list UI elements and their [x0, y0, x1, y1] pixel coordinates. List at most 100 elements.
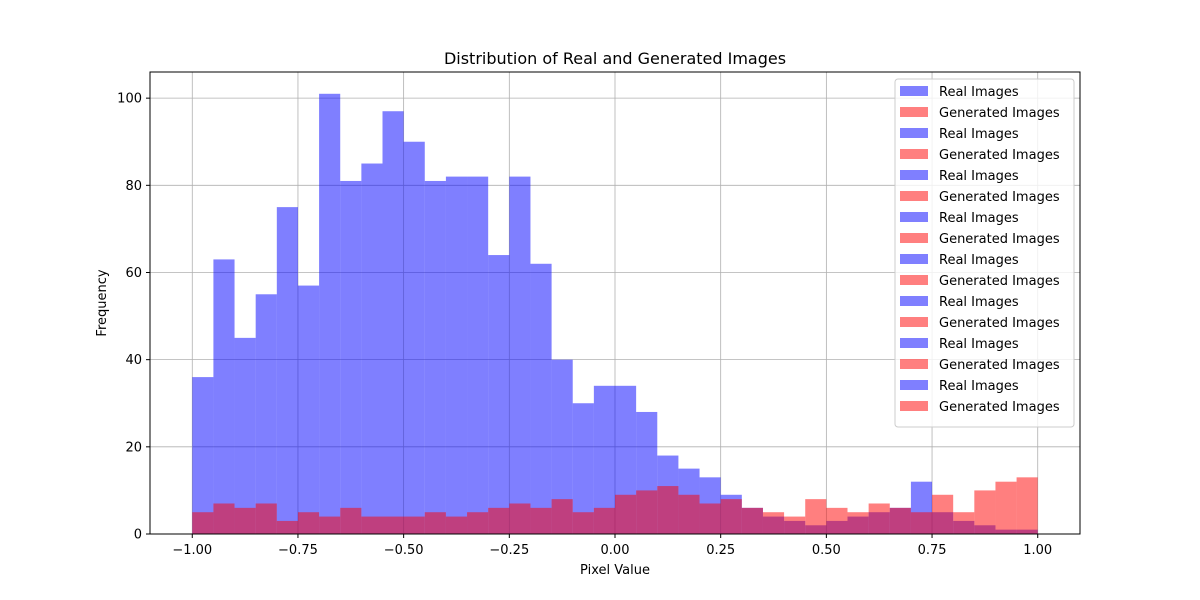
real-images-bar-7: [340, 180, 362, 534]
generated-images-bar-30: [826, 507, 848, 534]
legend-label-14: Real Images: [939, 379, 1019, 394]
generated-images-bar-11: [424, 512, 446, 534]
legend-swatch-0: [900, 86, 928, 96]
generated-images-bar-36: [953, 512, 975, 534]
x-tick-label-1: −0.75: [278, 543, 318, 558]
x-axis-ticks: −1.00 −0.75 −0.50 −0.25 0.00 0.25 0.50 0.75 1.00: [172, 534, 1052, 558]
legend-swatch-15: [900, 401, 928, 411]
y-axis-label: Frequency: [95, 269, 110, 336]
generated-images-bar-24: [699, 503, 721, 534]
legend-swatch-6: [900, 212, 928, 222]
legend-box: [894, 78, 1075, 428]
legend-label-8: Real Images: [939, 253, 1019, 268]
generated-images-bar-17: [551, 499, 573, 534]
y-tick-label-5: 100: [117, 92, 142, 107]
real-images-bar-4: [276, 207, 298, 534]
generated-images-bar-16: [530, 507, 552, 534]
legend-swatch-5: [900, 191, 928, 201]
generated-images-bar-38: [995, 481, 1017, 534]
legend-label-9: Generated Images: [939, 274, 1060, 289]
legend-label-2: Real Images: [939, 127, 1019, 142]
generated-images-bar-8: [361, 516, 383, 534]
y-axis-ticks: 0 20 40 60 80 100: [117, 92, 150, 543]
generated-images-bar-21: [636, 490, 658, 534]
x-tick-label-8: 1.00: [1023, 543, 1052, 558]
legend-swatch-7: [900, 233, 928, 243]
generated-images-bar-29: [805, 499, 827, 534]
generated-images-bar-19: [593, 507, 615, 534]
real-images-bar-2: [234, 337, 256, 534]
real-images-bar-5: [297, 285, 320, 534]
generated-images-bar-33: [889, 507, 911, 534]
generated-images-bar-4: [276, 520, 298, 534]
legend-swatch-13: [900, 359, 928, 369]
legend-label-15: Generated Images: [939, 400, 1060, 415]
generated-images-bar-7: [340, 507, 362, 534]
legend-label-11: Generated Images: [939, 316, 1060, 331]
legend-swatch-9: [900, 275, 928, 285]
generated-images-bar-28: [784, 516, 806, 534]
bars-layer: [192, 93, 1038, 535]
real-images-bar-15: [509, 176, 531, 535]
real-images-bar-11: [424, 180, 446, 534]
generated-images-bar-20: [615, 494, 637, 534]
generated-images-bar-15: [509, 503, 531, 534]
generated-images-bar-39: [1016, 477, 1038, 534]
generated-images-bar-1: [213, 503, 235, 534]
legend-swatch-4: [900, 170, 928, 180]
generated-images-bar-14: [488, 507, 510, 534]
real-images-bar-13: [467, 176, 489, 535]
x-tick-label-6: 0.50: [812, 543, 841, 558]
real-images-bar-18: [572, 403, 594, 534]
legend-label-3: Generated Images: [939, 148, 1060, 163]
x-tick-label-2: −0.50: [384, 543, 424, 558]
generated-images-bar-2: [234, 507, 256, 534]
legend-label-12: Real Images: [939, 337, 1019, 352]
legend-label-4: Real Images: [939, 169, 1019, 184]
generated-images-bar-22: [657, 486, 679, 534]
y-tick-label-2: 40: [125, 353, 142, 368]
y-tick-label-4: 80: [125, 179, 142, 194]
x-tick-label-7: 0.75: [918, 543, 947, 558]
chart-title: Distribution of Real and Generated Image…: [444, 49, 786, 68]
generated-images-bar-3: [255, 503, 277, 534]
legend-label-1: Generated Images: [939, 106, 1060, 121]
legend-swatch-10: [900, 296, 928, 306]
generated-images-bar-37: [974, 490, 996, 534]
legend-swatch-2: [900, 128, 928, 138]
legend-label-7: Generated Images: [939, 232, 1060, 247]
generated-images-bar-5: [297, 512, 320, 534]
real-images-bar-19: [593, 385, 615, 534]
legend-swatch-11: [900, 317, 928, 327]
real-images-bar-12: [445, 176, 468, 535]
x-tick-label-5: 0.25: [706, 543, 735, 558]
generated-images-bar-23: [678, 494, 700, 534]
real-images-bar-1: [213, 259, 235, 534]
generated-images-bar-26: [741, 507, 763, 534]
real-images-bar-6: [319, 93, 341, 534]
generated-images-bar-6: [319, 516, 341, 534]
x-tick-label-4: 0.00: [601, 543, 630, 558]
generated-images-bar-32: [868, 503, 890, 534]
generated-images-bar-18: [572, 512, 594, 534]
real-images-bar-0: [192, 377, 214, 534]
legend: Real Images Generated Images Real Images Ge…: [894, 78, 1075, 428]
real-images-bar-3: [255, 294, 277, 534]
real-images-bar-9: [382, 111, 404, 535]
y-tick-label-0: 0: [134, 528, 142, 543]
generated-images-bar-10: [403, 516, 425, 534]
legend-label-13: Generated Images: [939, 358, 1060, 373]
y-tick-label-1: 20: [125, 440, 142, 455]
generated-images-bar-34: [910, 512, 933, 534]
generated-images-bar-12: [445, 516, 468, 534]
generated-images-bar-31: [847, 512, 869, 534]
generated-images-bar-25: [720, 499, 742, 534]
legend-swatch-8: [900, 254, 928, 264]
x-tick-label-0: −1.00: [172, 543, 212, 558]
x-axis-label: Pixel Value: [580, 563, 650, 578]
generated-images-bar-35: [932, 494, 954, 534]
legend-label-0: Real Images: [939, 85, 1019, 100]
legend-label-10: Real Images: [939, 295, 1019, 310]
